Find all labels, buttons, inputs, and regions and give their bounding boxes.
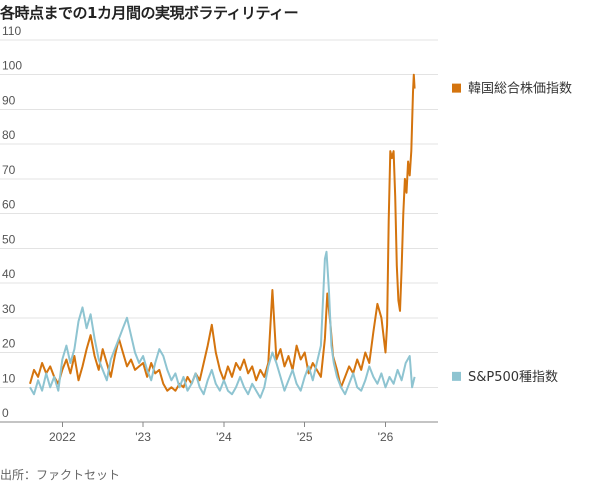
y-tick-label-30: 30 [2,302,16,316]
y-tick-label-80: 80 [2,128,16,142]
x-axis-ticks: 2022 '23 '24 '25 '26 [49,422,394,444]
legend: 韓国総合株価指数 S&P500種指数 [452,82,572,385]
y-tick-label-0: 0 [2,406,9,420]
series-lines [29,73,416,399]
series-line-1 [29,250,416,399]
y-tick-label-110: 110 [2,24,21,38]
legend-swatch-1 [452,371,461,381]
x-tick-label-'23: '23 [135,430,151,444]
y-tick-label-20: 20 [2,337,16,351]
y-tick-label-70: 70 [2,163,16,177]
y-tick-label-10: 10 [2,371,16,385]
x-tick-label-'25: '25 [297,430,313,444]
y-tick-label-100: 100 [2,59,22,73]
chart-title: 各時点までの1カ月間の実現ボラティリティー [0,4,299,22]
legend-swatch-0 [452,83,461,93]
legend-label-1: S&P500種指数 [468,369,558,385]
y-axis-ticks: 0 10 20 30 40 50 60 70 80 90 100 110 [2,24,22,420]
series-line-0 [29,73,416,392]
y-tick-label-40: 40 [2,267,16,281]
y-tick-label-60: 60 [2,198,16,212]
source-note: 出所：ファクトセット [0,468,121,482]
y-tick-label-90: 90 [2,93,16,107]
legend-label-0: 韓国総合株価指数 [468,82,572,97]
x-tick-label-'24: '24 [216,430,232,444]
x-tick-label-2022: 2022 [49,430,76,444]
y-tick-label-50: 50 [2,232,16,246]
x-tick-label-'26: '26 [378,430,394,444]
